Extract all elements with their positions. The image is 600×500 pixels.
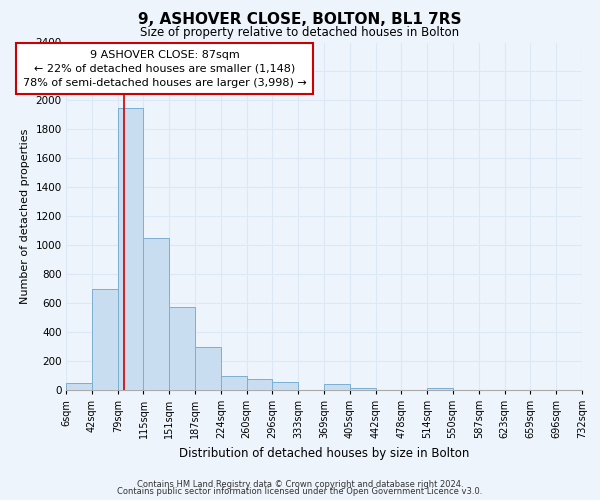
Bar [350,388,376,390]
Text: Contains public sector information licensed under the Open Government Licence v3: Contains public sector information licen… [118,488,482,496]
Bar [194,346,221,390]
Text: Size of property relative to detached houses in Bolton: Size of property relative to detached ho… [140,26,460,39]
Bar [272,382,298,390]
Bar [118,108,143,390]
Bar [143,238,169,390]
Bar [221,376,247,390]
Text: Contains HM Land Registry data © Crown copyright and database right 2024.: Contains HM Land Registry data © Crown c… [137,480,463,489]
Text: 9, ASHOVER CLOSE, BOLTON, BL1 7RS: 9, ASHOVER CLOSE, BOLTON, BL1 7RS [138,12,462,26]
Y-axis label: Number of detached properties: Number of detached properties [20,128,30,304]
Bar [324,384,350,390]
Bar [169,306,194,390]
Text: 9 ASHOVER CLOSE: 87sqm
← 22% of detached houses are smaller (1,148)
78% of semi-: 9 ASHOVER CLOSE: 87sqm ← 22% of detached… [23,50,307,88]
Bar [247,379,272,390]
Bar [66,383,92,390]
X-axis label: Distribution of detached houses by size in Bolton: Distribution of detached houses by size … [179,446,469,460]
Bar [92,288,118,390]
Bar [427,388,452,390]
